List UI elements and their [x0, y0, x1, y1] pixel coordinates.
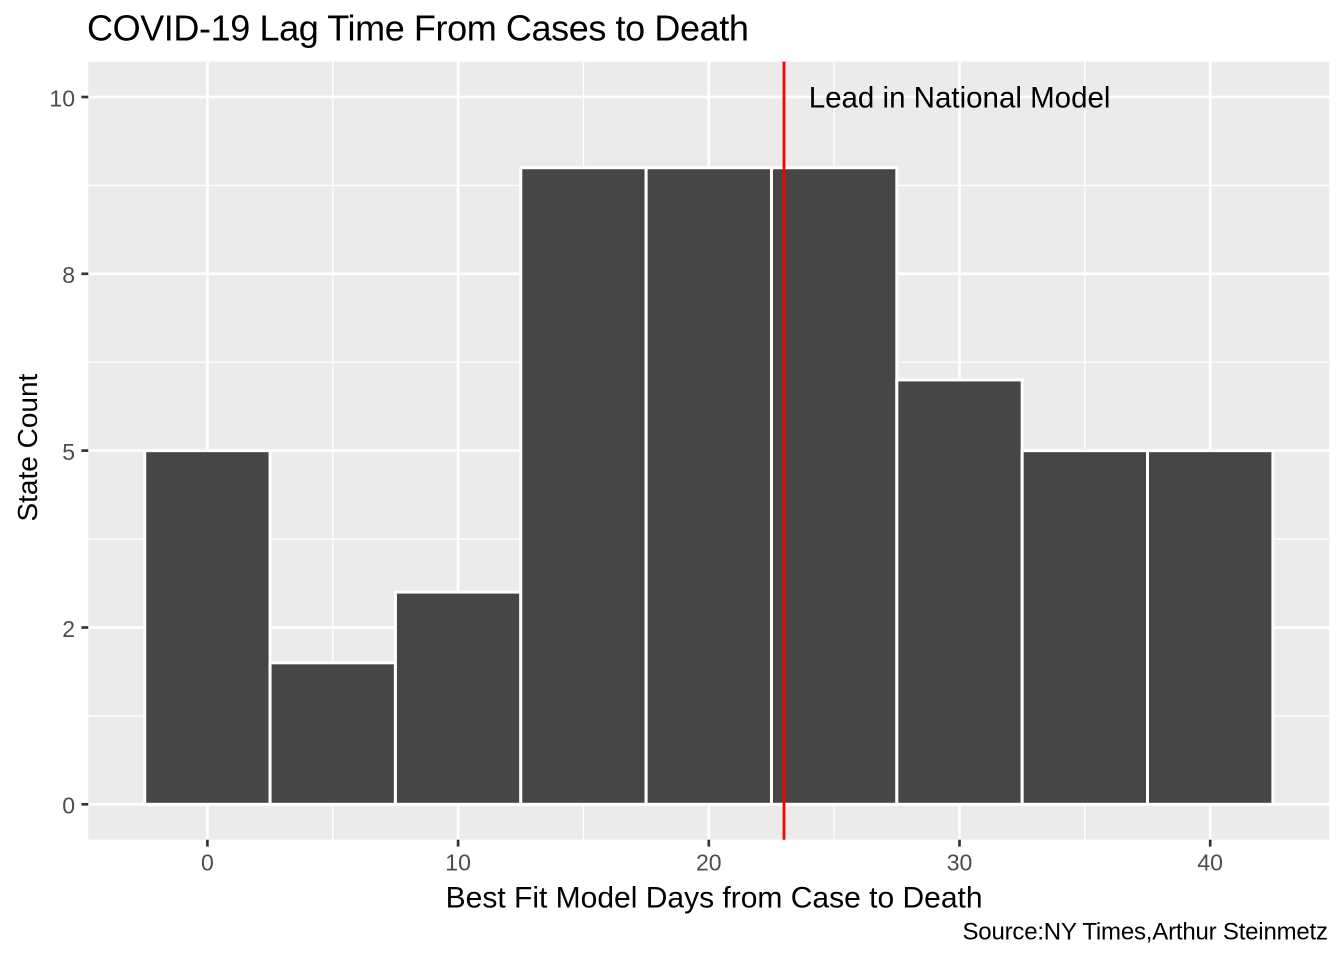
svg-text:2: 2	[62, 616, 75, 642]
svg-text:Best Fit Model Days from Case: Best Fit Model Days from Case to Death	[446, 881, 983, 914]
svg-text:Lead in National Model: Lead in National Model	[809, 81, 1111, 114]
svg-text:0: 0	[201, 850, 214, 876]
svg-text:State Count: State Count	[12, 373, 43, 521]
svg-text:Source:NY Times,Arthur Steinme: Source:NY Times,Arthur Steinmetz	[963, 919, 1328, 946]
svg-text:5: 5	[62, 439, 75, 465]
svg-text:0: 0	[62, 793, 75, 819]
svg-text:8: 8	[62, 262, 75, 288]
svg-text:10: 10	[445, 850, 471, 876]
svg-text:30: 30	[947, 850, 973, 876]
svg-text:20: 20	[696, 850, 722, 876]
svg-text:COVID-19 Lag Time From Cases t: COVID-19 Lag Time From Cases to Death	[87, 8, 748, 49]
svg-text:10: 10	[49, 85, 75, 111]
svg-text:40: 40	[1197, 850, 1223, 876]
